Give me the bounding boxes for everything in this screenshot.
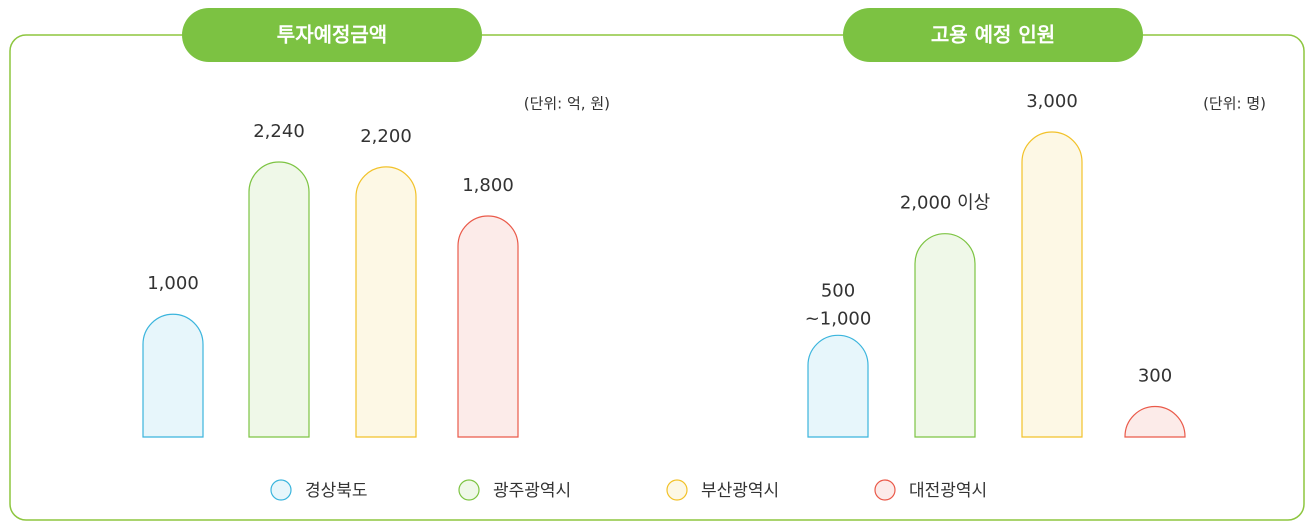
value-label: 500 ~1,000	[805, 280, 872, 329]
bar	[142, 313, 204, 438]
title-pill	[182, 8, 482, 62]
legend-label: 대전광역시	[909, 481, 987, 501]
legend-marker	[874, 479, 896, 501]
value-label: 1,800	[462, 175, 514, 196]
bar	[457, 215, 519, 438]
bar	[807, 334, 869, 438]
legend-label: 광주광역시	[493, 481, 571, 501]
legend-label: 부산광역시	[701, 481, 779, 501]
legend-label: 경상북도	[305, 481, 368, 501]
title-pill	[843, 8, 1143, 62]
chart-title: 투자예정금액	[277, 23, 387, 47]
value-label: 2,000 이상	[900, 193, 990, 214]
bar	[248, 161, 310, 438]
bar	[1021, 131, 1083, 438]
value-label: 300	[1138, 366, 1172, 387]
legend-marker	[270, 479, 292, 501]
chart-title: 고용 예정 인원	[931, 23, 1055, 47]
frame	[9, 34, 1305, 521]
value-label: 2,200	[360, 126, 412, 147]
bar	[355, 166, 417, 438]
unit-label: (단위: 명)	[1203, 95, 1266, 113]
bar	[1124, 405, 1186, 438]
unit-label: (단위: 억, 원)	[524, 95, 610, 113]
value-label: 3,000	[1026, 91, 1078, 112]
bar	[914, 233, 976, 438]
legend-marker	[458, 479, 480, 501]
legend-marker	[666, 479, 688, 501]
value-label: 1,000	[147, 273, 199, 294]
value-label: 2,240	[253, 121, 305, 142]
